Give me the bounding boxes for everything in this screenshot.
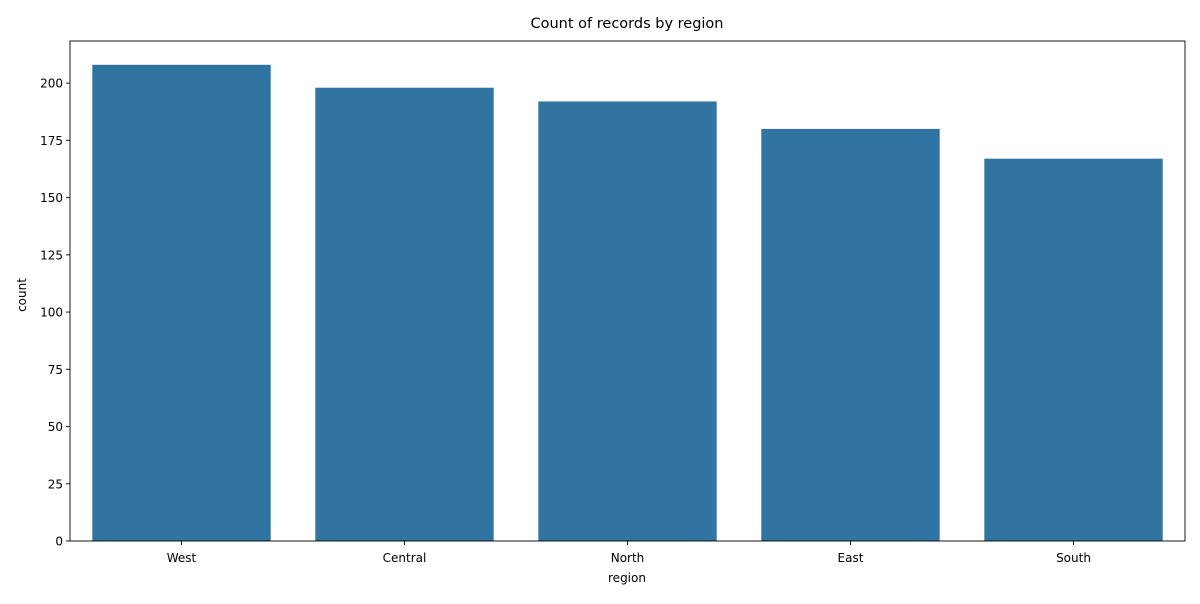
x-tick-label: South	[1056, 551, 1091, 565]
bar-east	[761, 128, 940, 541]
x-tick-label: East	[838, 551, 864, 565]
y-axis-ticks: 0 25 50 75 100 125 150 175 200	[40, 77, 70, 549]
y-tick-label: 25	[48, 477, 63, 491]
bar-south	[984, 158, 1163, 541]
x-tick-label: North	[611, 551, 645, 565]
y-axis-label: count	[15, 278, 29, 312]
x-axis-ticks: West Central North East South	[167, 541, 1091, 565]
y-tick-label: 50	[48, 420, 63, 434]
y-tick-label: 0	[55, 535, 63, 549]
y-tick-label: 100	[40, 306, 63, 320]
y-tick-label: 200	[40, 77, 63, 91]
y-tick-label: 150	[40, 191, 63, 205]
bar-central	[315, 87, 494, 541]
bar-west	[92, 64, 271, 542]
x-axis-label: region	[608, 571, 646, 585]
y-tick-label: 75	[48, 363, 63, 377]
bar-north	[538, 101, 717, 541]
x-tick-label: Central	[383, 551, 427, 565]
chart-title: Count of records by region	[531, 16, 724, 32]
y-tick-label: 125	[40, 248, 63, 262]
y-tick-label: 175	[40, 134, 63, 148]
x-tick-label: West	[167, 551, 197, 565]
plot-frame	[69, 40, 1186, 542]
bars-group	[92, 64, 1163, 542]
